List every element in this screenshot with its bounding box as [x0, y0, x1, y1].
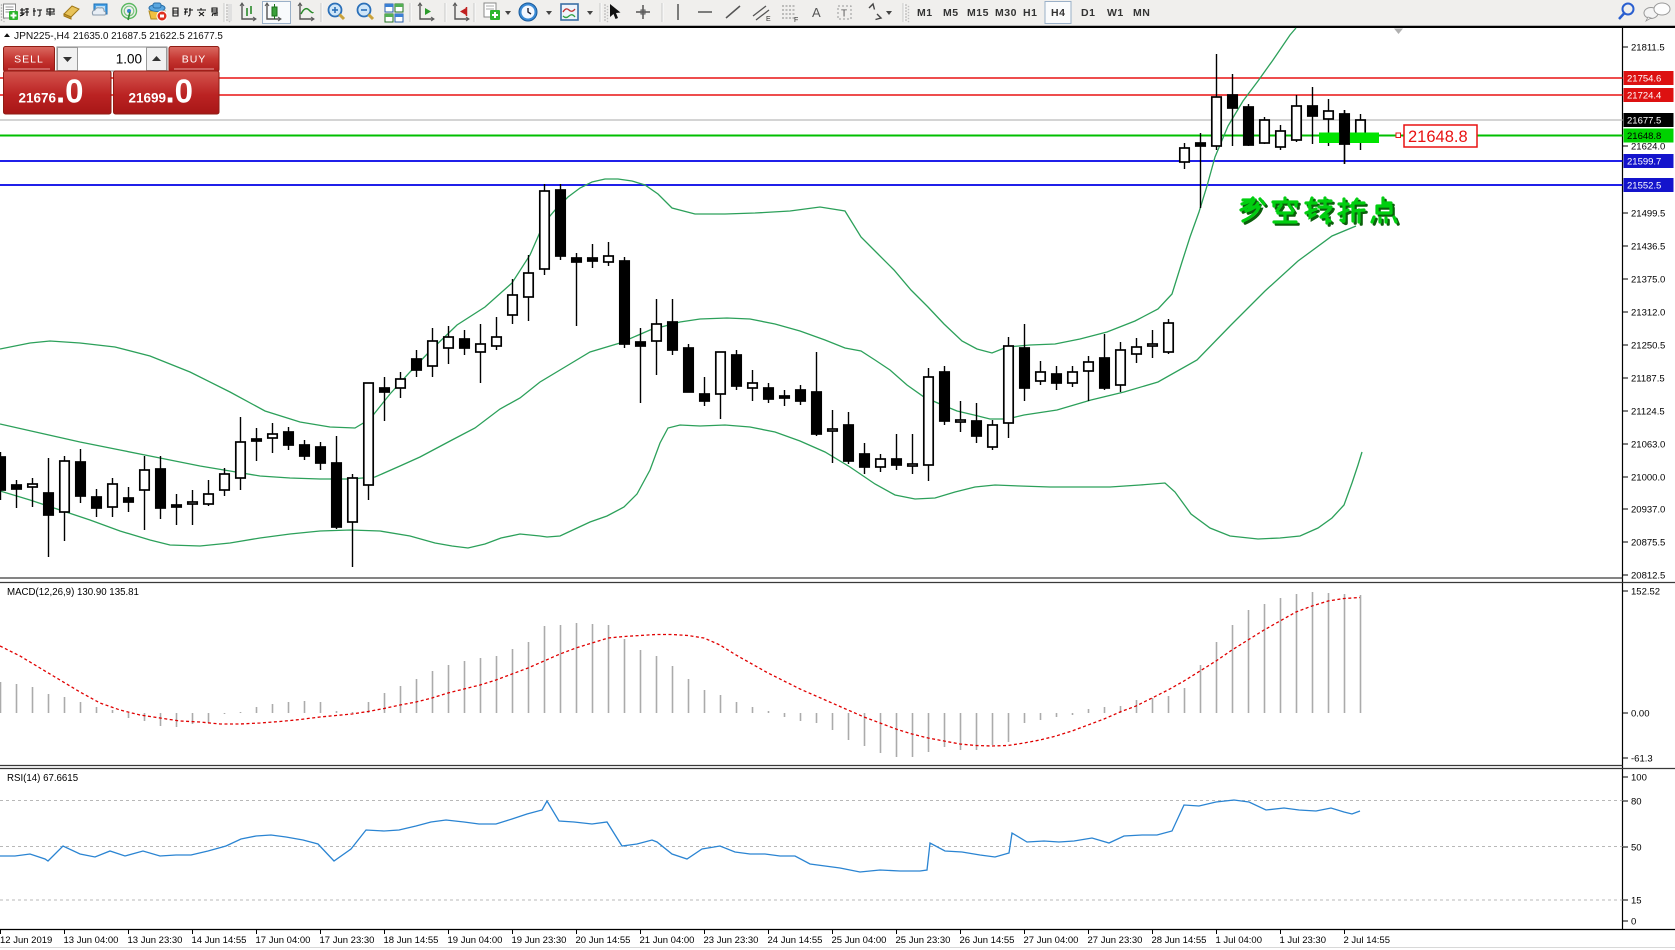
svg-text:21811.5: 21811.5 — [1631, 43, 1665, 54]
svg-text:12 Jun 2019: 12 Jun 2019 — [0, 935, 52, 946]
svg-text:MN: MN — [1133, 7, 1150, 19]
svg-text:1 Jul 04:00: 1 Jul 04:00 — [1216, 935, 1262, 946]
svg-text:23 Jun 23:30: 23 Jun 23:30 — [704, 935, 759, 946]
svg-text:0.00: 0.00 — [1631, 709, 1650, 720]
svg-text:21754.6: 21754.6 — [1627, 74, 1661, 85]
svg-text:80: 80 — [1631, 797, 1642, 808]
svg-text:JPN225-,H4: JPN225-,H4 — [14, 31, 70, 42]
svg-text:21648.8: 21648.8 — [1627, 131, 1661, 142]
svg-text:15: 15 — [1631, 896, 1642, 907]
svg-text:H4: H4 — [1051, 7, 1065, 19]
svg-text:20 Jun 14:55: 20 Jun 14:55 — [576, 935, 631, 946]
svg-text:2 Jul 14:55: 2 Jul 14:55 — [1344, 935, 1390, 946]
svg-text:17 Jun 23:30: 17 Jun 23:30 — [320, 935, 375, 946]
svg-text:M30: M30 — [995, 7, 1017, 19]
svg-text:RSI(14) 67.6615: RSI(14) 67.6615 — [7, 773, 78, 784]
svg-text:50: 50 — [1631, 843, 1642, 854]
svg-text:M1: M1 — [917, 7, 933, 19]
svg-text:SELL: SELL — [14, 54, 44, 66]
svg-text:21063.0: 21063.0 — [1631, 440, 1665, 451]
svg-text:T: T — [841, 9, 847, 20]
svg-text:1.00: 1.00 — [116, 52, 142, 67]
svg-text:21624.0: 21624.0 — [1631, 142, 1665, 153]
svg-text:.0: .0 — [166, 73, 194, 110]
svg-text:MACD(12,26,9) 130.90 135.81: MACD(12,26,9) 130.90 135.81 — [7, 587, 139, 598]
svg-text:21499.5: 21499.5 — [1631, 209, 1665, 220]
svg-text:-61.3: -61.3 — [1631, 754, 1653, 765]
svg-text:21677.5: 21677.5 — [1627, 116, 1661, 127]
svg-text:F: F — [794, 17, 798, 24]
svg-text:21375.0: 21375.0 — [1631, 275, 1665, 286]
svg-text:1 Jul 23:30: 1 Jul 23:30 — [1280, 935, 1326, 946]
svg-text:25 Jun 04:00: 25 Jun 04:00 — [832, 935, 887, 946]
svg-text:21724.4: 21724.4 — [1627, 91, 1661, 102]
svg-text:0: 0 — [1631, 917, 1636, 928]
svg-text:28 Jun 14:55: 28 Jun 14:55 — [1152, 935, 1207, 946]
svg-text:20937.0: 20937.0 — [1631, 505, 1665, 516]
svg-text:D1: D1 — [1081, 7, 1095, 19]
svg-text:21552.5: 21552.5 — [1627, 181, 1661, 192]
svg-text:13 Jun 23:30: 13 Jun 23:30 — [128, 935, 183, 946]
svg-text:H1: H1 — [1023, 7, 1037, 19]
svg-text:25 Jun 23:30: 25 Jun 23:30 — [896, 935, 951, 946]
svg-text:27 Jun 23:30: 27 Jun 23:30 — [1088, 935, 1143, 946]
svg-text:27 Jun 04:00: 27 Jun 04:00 — [1024, 935, 1079, 946]
svg-text:26 Jun 14:55: 26 Jun 14:55 — [960, 935, 1015, 946]
svg-text:21676: 21676 — [19, 91, 57, 106]
svg-text:21 Jun 04:00: 21 Jun 04:00 — [640, 935, 695, 946]
svg-text:20875.5: 20875.5 — [1631, 538, 1665, 549]
svg-text:M15: M15 — [967, 7, 989, 19]
svg-text:21599.7: 21599.7 — [1627, 157, 1661, 168]
svg-text:21000.0: 21000.0 — [1631, 473, 1665, 484]
svg-text:21312.0: 21312.0 — [1631, 308, 1665, 319]
svg-text:M5: M5 — [943, 7, 959, 19]
svg-text:21648.8: 21648.8 — [1408, 128, 1468, 146]
svg-text:21436.5: 21436.5 — [1631, 242, 1665, 253]
svg-text:21250.5: 21250.5 — [1631, 341, 1665, 352]
svg-text:E: E — [766, 16, 771, 23]
svg-text:A: A — [812, 5, 821, 20]
svg-text:19 Jun 23:30: 19 Jun 23:30 — [512, 935, 567, 946]
svg-text:18 Jun 14:55: 18 Jun 14:55 — [384, 935, 439, 946]
svg-text:14 Jun 14:55: 14 Jun 14:55 — [192, 935, 247, 946]
svg-text:21699: 21699 — [129, 91, 167, 106]
svg-text:21635.0 21687.5 21622.5 21677.: 21635.0 21687.5 21622.5 21677.5 — [73, 31, 223, 42]
svg-text:13 Jun 04:00: 13 Jun 04:00 — [64, 935, 119, 946]
svg-text:19 Jun 04:00: 19 Jun 04:00 — [448, 935, 503, 946]
svg-text:152.52: 152.52 — [1631, 587, 1660, 598]
svg-text:24 Jun 14:55: 24 Jun 14:55 — [768, 935, 823, 946]
svg-text:21124.5: 21124.5 — [1631, 407, 1665, 418]
svg-text:17 Jun 04:00: 17 Jun 04:00 — [256, 935, 311, 946]
svg-text:W1: W1 — [1107, 7, 1124, 19]
svg-text:100: 100 — [1631, 773, 1647, 784]
svg-text:21187.5: 21187.5 — [1631, 374, 1665, 385]
svg-text:BUY: BUY — [182, 54, 207, 66]
svg-text:.0: .0 — [56, 73, 84, 110]
svg-text:20812.5: 20812.5 — [1631, 571, 1665, 582]
